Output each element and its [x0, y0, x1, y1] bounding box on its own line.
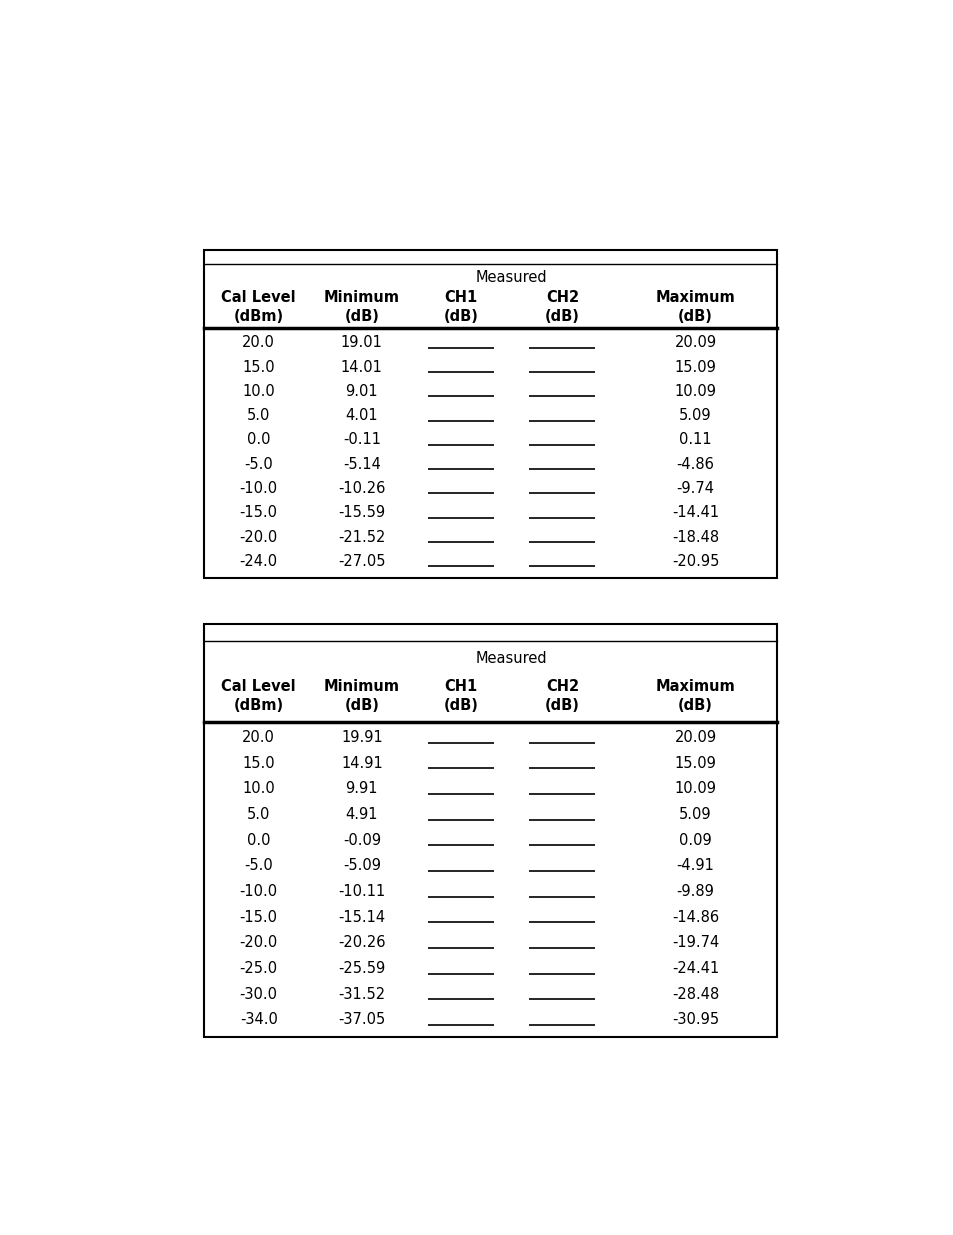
Text: 19.91: 19.91 — [340, 730, 382, 745]
Text: 9.01: 9.01 — [345, 384, 377, 399]
Text: 15.0: 15.0 — [242, 756, 274, 771]
Text: -15.14: -15.14 — [338, 910, 385, 925]
Text: 0.0: 0.0 — [247, 832, 271, 847]
Text: 5.0: 5.0 — [247, 808, 270, 823]
Text: -20.0: -20.0 — [239, 530, 277, 545]
Text: Maximum
(dB): Maximum (dB) — [655, 290, 735, 325]
Text: -10.11: -10.11 — [338, 884, 385, 899]
Text: -15.0: -15.0 — [239, 910, 277, 925]
Text: 15.09: 15.09 — [674, 756, 716, 771]
Text: 20.09: 20.09 — [674, 730, 716, 745]
Text: -21.52: -21.52 — [337, 530, 385, 545]
Text: Measured: Measured — [476, 651, 547, 667]
Bar — [204, 249, 777, 578]
Text: -10.0: -10.0 — [239, 884, 277, 899]
Text: CH2
(dB): CH2 (dB) — [544, 679, 579, 713]
Text: Cal Level
(dBm): Cal Level (dBm) — [221, 679, 295, 713]
Text: -0.09: -0.09 — [342, 832, 380, 847]
Text: -9.89: -9.89 — [676, 884, 714, 899]
Text: Maximum
(dB): Maximum (dB) — [655, 679, 735, 713]
Text: -28.48: -28.48 — [671, 987, 719, 1002]
Text: 20.0: 20.0 — [242, 730, 274, 745]
Text: 9.91: 9.91 — [345, 782, 377, 797]
Text: 14.01: 14.01 — [340, 359, 382, 374]
Text: 5.09: 5.09 — [679, 808, 711, 823]
Text: -9.74: -9.74 — [676, 482, 714, 496]
Text: -10.26: -10.26 — [337, 482, 385, 496]
Text: 10.09: 10.09 — [674, 782, 716, 797]
Text: 10.0: 10.0 — [242, 384, 274, 399]
Text: -20.0: -20.0 — [239, 935, 277, 951]
Text: 14.91: 14.91 — [340, 756, 382, 771]
Text: -5.0: -5.0 — [244, 457, 273, 472]
Text: -5.0: -5.0 — [244, 858, 273, 873]
Text: -4.91: -4.91 — [676, 858, 714, 873]
Text: 10.09: 10.09 — [674, 384, 716, 399]
Text: -27.05: -27.05 — [337, 555, 385, 569]
Text: 5.0: 5.0 — [247, 409, 270, 424]
Text: -24.0: -24.0 — [239, 555, 277, 569]
Bar — [204, 624, 777, 1037]
Text: -30.0: -30.0 — [239, 987, 277, 1002]
Text: -18.48: -18.48 — [671, 530, 719, 545]
Text: 0.0: 0.0 — [247, 432, 271, 447]
Text: Cal Level
(dBm): Cal Level (dBm) — [221, 290, 295, 325]
Text: -31.52: -31.52 — [338, 987, 385, 1002]
Text: -14.41: -14.41 — [671, 505, 719, 520]
Text: 19.01: 19.01 — [340, 335, 382, 351]
Text: -14.86: -14.86 — [671, 910, 719, 925]
Text: -15.59: -15.59 — [338, 505, 385, 520]
Text: 4.01: 4.01 — [345, 409, 377, 424]
Text: -10.0: -10.0 — [239, 482, 277, 496]
Text: -0.11: -0.11 — [342, 432, 380, 447]
Text: 0.11: 0.11 — [679, 432, 711, 447]
Text: -24.41: -24.41 — [671, 961, 719, 976]
Text: -5.09: -5.09 — [342, 858, 380, 873]
Text: CH1
(dB): CH1 (dB) — [443, 290, 477, 325]
Text: CH2
(dB): CH2 (dB) — [544, 290, 579, 325]
Text: -15.0: -15.0 — [239, 505, 277, 520]
Text: -4.86: -4.86 — [676, 457, 714, 472]
Text: -20.26: -20.26 — [337, 935, 385, 951]
Text: 15.0: 15.0 — [242, 359, 274, 374]
Text: -25.0: -25.0 — [239, 961, 277, 976]
Text: -25.59: -25.59 — [338, 961, 385, 976]
Text: Minimum
(dB): Minimum (dB) — [323, 290, 399, 325]
Text: -34.0: -34.0 — [239, 1013, 277, 1028]
Text: Minimum
(dB): Minimum (dB) — [323, 679, 399, 713]
Text: 10.0: 10.0 — [242, 782, 274, 797]
Text: 4.91: 4.91 — [345, 808, 377, 823]
Text: CH1
(dB): CH1 (dB) — [443, 679, 477, 713]
Text: 5.09: 5.09 — [679, 409, 711, 424]
Text: -20.95: -20.95 — [671, 555, 719, 569]
Text: -30.95: -30.95 — [671, 1013, 719, 1028]
Text: 0.09: 0.09 — [679, 832, 711, 847]
Text: 15.09: 15.09 — [674, 359, 716, 374]
Text: -37.05: -37.05 — [338, 1013, 385, 1028]
Text: Measured: Measured — [476, 270, 547, 285]
Text: -5.14: -5.14 — [342, 457, 380, 472]
Text: -19.74: -19.74 — [671, 935, 719, 951]
Text: 20.0: 20.0 — [242, 335, 274, 351]
Text: 20.09: 20.09 — [674, 335, 716, 351]
